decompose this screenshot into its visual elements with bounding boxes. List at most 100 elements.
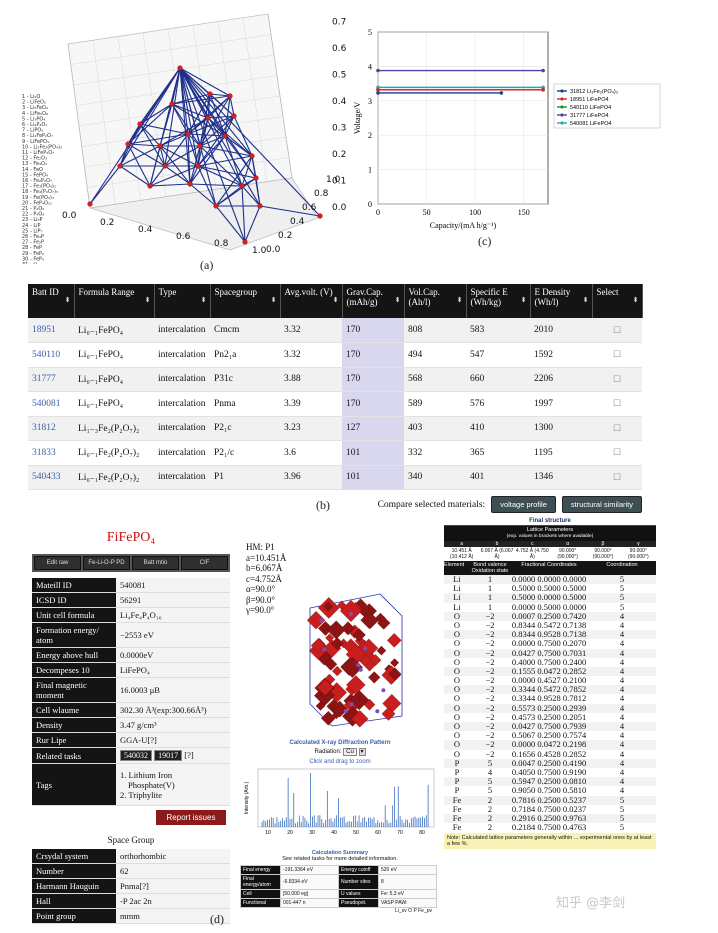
polyhedron	[316, 679, 334, 696]
hull-edge	[127, 143, 151, 187]
structural-similarity-button[interactable]: structural similarity	[561, 496, 642, 513]
select-checkbox[interactable]: ☐	[592, 416, 642, 441]
batt-id-text[interactable]: 31812	[32, 423, 56, 434]
edit-raw-button[interactable]: Edit raw	[34, 556, 81, 570]
site-coordination: 5	[619, 812, 625, 823]
select-checkbox[interactable]: ☐	[592, 318, 642, 343]
column-header[interactable]: Vol.Cap. (Ah/l) ⬍	[404, 284, 467, 318]
oxidation-header: Bond valence Oxidation state	[471, 562, 509, 574]
chevron-down-icon[interactable]: ▾	[358, 748, 366, 756]
select-checkbox[interactable]: ☐	[592, 440, 642, 466]
grav-capacity-cell: 127	[342, 416, 404, 441]
lattice-param-values: 10.451 Å (10.412 Å) 6.067 Å (6.067 Å) 4.75…	[444, 547, 656, 561]
sort-icon[interactable]: ⬍	[270, 296, 277, 304]
property-value: Pnma[?]	[116, 878, 230, 894]
site-element: Li	[453, 592, 461, 603]
related-task-link[interactable]: 19017	[154, 750, 183, 761]
batt-id-link[interactable]: 540433	[28, 465, 74, 490]
tags-label: Tags	[32, 763, 116, 806]
spacegroup-cell: P1	[210, 465, 280, 490]
legend-entry: 19 - Fe(PO₃)₃	[22, 195, 54, 201]
column-header[interactable]: Formula Range ⬍	[74, 284, 155, 318]
caption-d: (d)	[210, 912, 224, 926]
site-coordination: 4	[619, 721, 625, 731]
column-header[interactable]: Avg.volt. (V) ⬍	[280, 284, 343, 318]
batt-id-text[interactable]: 31833	[32, 447, 56, 458]
report-issues-button[interactable]: Report issues	[156, 810, 226, 825]
z-tick-label: 0.7	[332, 18, 346, 28]
site-coordination: 5	[619, 794, 625, 805]
property-label: Rur Lipe	[32, 732, 116, 748]
sort-icon[interactable]: ⬍	[64, 296, 71, 304]
batt-id-text[interactable]: 31777	[32, 374, 56, 385]
batt-id-link[interactable]: 18951	[28, 318, 74, 343]
lattice-col-value: 90.000° (90.000°)	[557, 548, 578, 560]
column-header[interactable]: Specific E (Wh/kg) ⬍	[466, 284, 531, 318]
batt-id-text[interactable]: 540081	[32, 398, 61, 409]
site-element: Fe	[452, 803, 462, 814]
caption-c: (c)	[478, 234, 492, 248]
select-checkbox[interactable]: ☐	[592, 391, 642, 417]
hull-edge	[241, 155, 253, 187]
site-element: O	[453, 684, 461, 695]
phase-diagram-button[interactable]: Fe-Li-O-P PD	[83, 556, 130, 570]
vol-capacity-cell: 340	[404, 465, 466, 490]
batt-id-link[interactable]: 540081	[28, 391, 74, 417]
grav-capacity-cell: 101	[342, 465, 404, 490]
hull-node	[169, 101, 175, 107]
sort-icon[interactable]: ⬍	[332, 296, 339, 304]
vol-capacity-cell: 808	[404, 318, 466, 343]
batt-id-text[interactable]: 18951	[32, 325, 56, 335]
column-header[interactable]: Batt ID ⬍	[28, 284, 75, 318]
battery-button[interactable]: Batt mtio	[132, 556, 179, 570]
batt-id-link[interactable]: 540110	[28, 342, 74, 368]
hull-node	[253, 175, 259, 181]
site-coordination: 5	[619, 601, 625, 612]
related-task-link[interactable]: 540032	[120, 750, 152, 761]
hull-node	[195, 163, 201, 169]
batt-id-link[interactable]: 31812	[28, 416, 74, 441]
calc-row: Final energy -191.3364 eV Energy cutoff 520…	[240, 865, 437, 875]
formula-cell: Li₀₋₁FePO₄	[74, 318, 154, 343]
select-checkbox[interactable]: ☐	[592, 342, 642, 368]
series-point	[541, 87, 545, 92]
table-row: 540081 Li₀₋₁FePO₄ intercalation Pnma 3.39 170…	[28, 391, 642, 417]
lattice-col-label: c	[531, 541, 534, 547]
tag-item: Phosphate(V)	[128, 779, 175, 790]
crystal-structure-view[interactable]	[300, 588, 410, 728]
help-link[interactable]: [?]	[184, 750, 194, 760]
column-header[interactable]: Select ⬍	[592, 284, 643, 318]
batt-id-link[interactable]: 31777	[28, 367, 74, 392]
x-tick-label: 0.4	[138, 225, 153, 235]
hull-edge	[251, 155, 257, 179]
batt-id-text[interactable]: 540433	[32, 472, 61, 483]
column-header[interactable]: Spacegroup ⬍	[210, 284, 281, 318]
cif-button[interactable]: CIF	[181, 556, 228, 570]
column-header[interactable]: Type ⬍	[154, 284, 211, 318]
column-header[interactable]: Grav.Cap. (mAh/g) ⬍	[342, 284, 405, 318]
table-row: 31812 Li₁₋₃Fe₂(P₂O₇)₂ intercalation P2₁c 3.2…	[28, 416, 642, 441]
hull-edge	[199, 115, 235, 147]
sort-icon[interactable]: ⬍	[456, 296, 463, 304]
polyhedron	[390, 658, 400, 668]
lattice-c: c=4.752Å	[246, 573, 282, 584]
y-tick-label: 2	[368, 131, 372, 140]
sort-icon[interactable]: ⬍	[520, 296, 527, 304]
sort-icon[interactable]: ⬍	[200, 296, 207, 304]
hull-node	[157, 143, 163, 149]
radiation-select[interactable]: Cu	[343, 748, 357, 756]
batt-id-link[interactable]: 31833	[28, 440, 74, 466]
batt-id-text[interactable]: 540110	[32, 349, 61, 360]
site-row: Fe 2 0.7184 0.7500 0.0237 5	[444, 803, 656, 814]
voltage-profile-button[interactable]: voltage profile	[491, 496, 556, 513]
property-label: Point group	[32, 908, 116, 924]
column-header[interactable]: E Density (Wh/l) ⬍	[530, 284, 593, 318]
select-checkbox[interactable]: ☐	[592, 465, 642, 490]
sort-icon[interactable]: ⬍	[632, 296, 639, 304]
sort-icon[interactable]: ⬍	[394, 296, 401, 304]
xrd-plot[interactable]: 10 20 30 40 50 60 70 80 Intensity (Arb.)	[240, 765, 440, 843]
sort-icon[interactable]: ⬍	[144, 296, 151, 304]
select-checkbox[interactable]: ☐	[592, 367, 642, 392]
sort-icon[interactable]: ⬍	[582, 296, 589, 304]
hull-node	[185, 131, 191, 137]
